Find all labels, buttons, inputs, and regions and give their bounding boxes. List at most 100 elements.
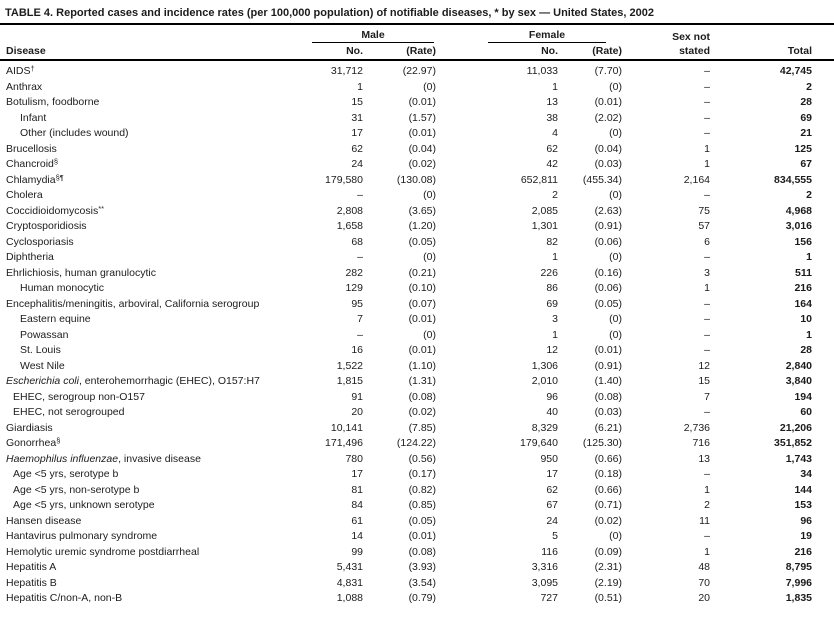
female-rate-cell: (0.01) [594,96,622,108]
female-no-cell: 24 [546,514,558,527]
total-cell: 42,745 [779,65,812,77]
disease-name: Brucellosis [6,142,57,155]
female-no-cell: 69 [546,297,558,310]
total-cell: 1 [806,251,812,263]
female-rate-cell: (0) [609,80,622,93]
table-row: AIDS† 31,712 (22.97) 11,033 (7.70) – 42,745 [0,60,834,80]
female-rate-cell: (0.66) [594,483,622,496]
total-cell: 21,206 [779,421,812,434]
table-row: Giardiasis 10,141 (7.85) 8,329 (6.21) 2,736 21… [0,421,834,437]
female-rate-cell: (0.04) [594,142,622,155]
table-row: EHEC, not serogrouped 20 (0.02) 40 (0.03) – 60 [0,405,834,421]
total-cell: 2 [806,80,812,93]
disease-name: Cyclosporiasis [6,235,74,248]
total-cell: 69 [800,111,812,124]
table-row: Encephalitis/meningitis, arboviral, Cali… [0,297,834,313]
table-row: Coccidioidomycosis** 2,808 (3.65) 2,085 (2.6… [0,204,834,220]
table-body: AIDS† 31,712 (22.97) 11,033 (7.70) – 42,745 Ant… [0,60,834,607]
disease-name: Infant [20,111,47,124]
male-no-cell: 171,496 [325,437,363,449]
total-cell: 96 [800,514,812,527]
total-cell: 164 [794,297,812,310]
female-no-cell: 116 [541,545,558,558]
table-row: Chancroid§ 24 (0.02) 42 (0.03) 1 67 [0,157,834,173]
female-no-cell: 8,329 [531,421,558,434]
table-row: St. Louis 16 (0.01) 12 (0.01) – 28 [0,343,834,359]
sex-not-stated-cell: 1 [704,545,710,558]
sex-not-stated-cell: 13 [698,452,710,465]
male-rate-cell: (0.21) [408,266,436,279]
male-rate-cell: (7.85) [408,421,436,434]
female-no-cell: 12 [546,344,558,356]
female-rate-column-header: (Rate) [558,43,622,61]
female-rate-cell: (0.51) [594,592,622,604]
female-no-cell: 2 [552,189,558,201]
disease-name: Powassan [20,328,69,341]
male-rate-cell: (0.85) [408,499,436,511]
male-no-cell: – [357,189,363,201]
male-rate-cell: (0.07) [408,297,436,310]
total-cell: 8,795 [785,561,812,573]
male-rate-column-header: (Rate) [363,43,436,61]
table-row: Other (includes wound) 17 (0.01) 4 (0) – 21 [0,126,834,142]
sex-not-stated-cell: 15 [698,375,710,387]
male-rate-cell: (0.01) [408,313,436,325]
male-no-cell: 81 [351,483,363,496]
male-no-cell: 61 [351,514,363,527]
sex-not-stated-cell: – [704,96,710,108]
female-rate-cell: (0.16) [594,266,622,279]
table-row: Brucellosis 62 (0.04) 62 (0.04) 1 125 [0,142,834,158]
female-no-cell: 11,033 [526,65,558,77]
total-cell: 67 [800,158,812,170]
total-cell: 1,743 [785,452,812,465]
disease-name: Age <5 yrs, serotype b [13,468,119,480]
male-no-cell: 1,088 [336,592,363,604]
male-no-cell: 1,658 [336,220,363,232]
male-rate-cell: (1.10) [408,359,436,372]
male-no-cell: 1,815 [336,375,363,387]
female-rate-cell: (0.71) [594,499,622,511]
table-row: Age <5 yrs, unknown serotype 84 (0.85) 67 (0… [0,498,834,514]
disease-name: Other (includes wound) [20,127,129,139]
female-rate-cell: (2.63) [594,204,622,217]
male-rate-cell: (3.65) [408,204,436,217]
male-rate-cell: (0.01) [408,530,436,542]
sex-not-stated-cell: – [704,344,710,356]
disease-name: Cryptosporidiosis [6,220,87,232]
total-cell: 511 [795,266,812,279]
disease-name: EHEC, serogroup non-O157 [13,390,145,403]
male-rate-cell: (3.54) [408,576,436,589]
table-row: Botulism, foodborne 15 (0.01) 13 (0.01) – 28 [0,95,834,111]
disease-name: Chlamydia§¶ [6,172,64,186]
female-rate-cell: (0.01) [594,344,622,356]
male-rate-cell: (0.08) [408,545,436,558]
female-no-cell: 950 [540,452,558,465]
footnote-marker: § [56,436,61,445]
male-rate-cell: (0) [423,328,436,341]
female-no-cell: 3,316 [531,561,558,573]
sex-not-stated-header-line1: Sex not [672,31,710,43]
male-no-cell: 31,712 [330,65,363,77]
female-no-cell: 1,306 [531,359,558,372]
female-rate-cell: (0) [609,328,622,341]
female-no-cell: 2,010 [531,375,558,387]
footnote-marker: † [30,64,35,73]
total-cell: 28 [800,96,812,108]
disease-name: Gonorrhea§ [6,436,61,449]
male-rate-cell: (0.01) [408,127,436,139]
sex-not-stated-cell: 2,164 [683,173,710,186]
male-no-column-header: No. [290,43,363,61]
sex-not-stated-cell: – [704,65,710,77]
female-no-cell: 652,811 [520,173,558,186]
total-cell: 2,840 [785,359,812,372]
female-no-cell: 62 [546,483,558,496]
female-rate-cell: (6.21) [594,421,622,434]
total-cell: 834,555 [774,173,812,186]
female-no-cell: 727 [540,592,558,604]
female-no-cell: 13 [546,96,558,108]
disease-name: Eastern equine [20,313,91,325]
female-no-cell: 86 [546,282,558,294]
total-cell: 125 [794,142,812,155]
male-no-cell: 91 [351,390,363,403]
female-rate-cell: (0.05) [594,297,622,310]
